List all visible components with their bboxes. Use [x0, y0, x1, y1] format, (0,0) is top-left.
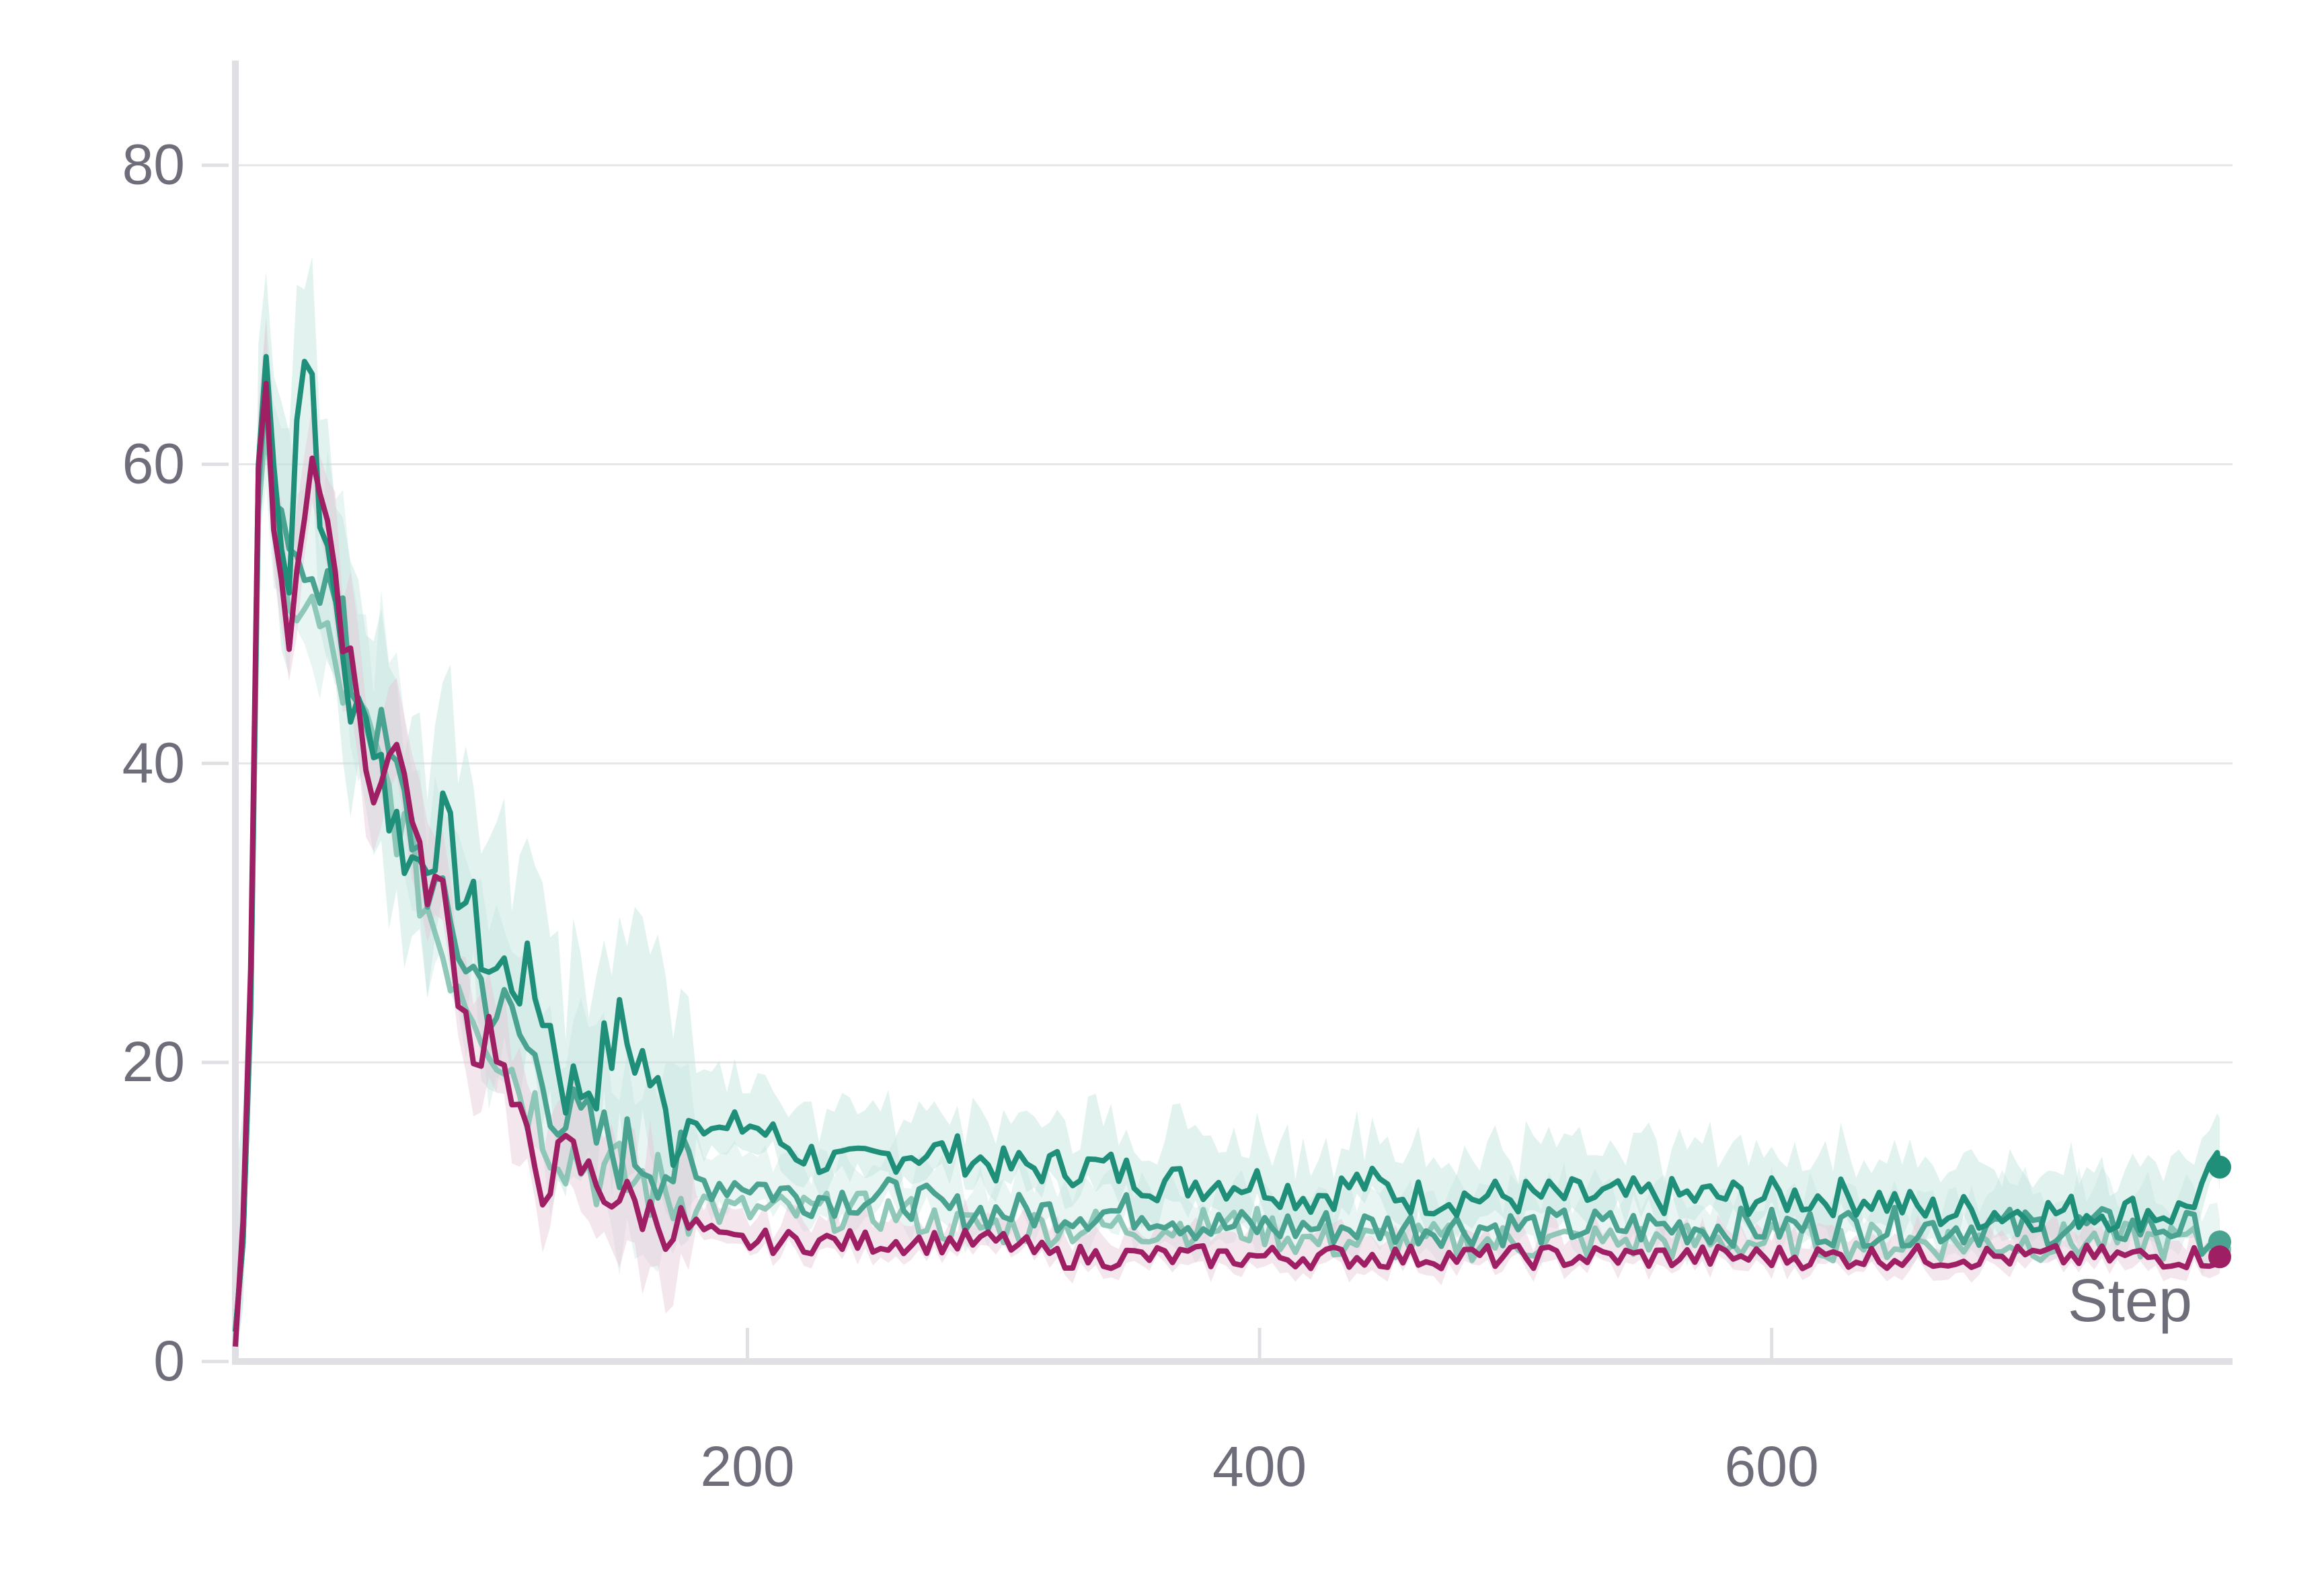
- tick-labels: 0 20 40 60 80 200 400 600: [122, 133, 1819, 1498]
- x-tick-label-200: 200: [700, 1435, 794, 1498]
- y-tick-label-0: 0: [153, 1329, 185, 1392]
- x-axis-title: Step: [2068, 1267, 2192, 1335]
- line-teal-light: [233, 420, 2222, 1332]
- y-tick-label-60: 60: [122, 432, 185, 496]
- x-tick-label-600: 600: [1725, 1435, 1819, 1498]
- y-tick-label-40: 40: [122, 731, 185, 794]
- y-tick-label-80: 80: [122, 133, 185, 196]
- variance-bands: [235, 256, 2220, 1362]
- line-teal-mid: [233, 383, 2222, 1332]
- end-marker-line-teal-dark: [2208, 1155, 2231, 1179]
- end-marker-line-magenta: [2208, 1245, 2231, 1269]
- line-magenta: [233, 381, 2222, 1347]
- band-teal-dark: [235, 256, 2220, 1362]
- band-teal-mid: [235, 315, 2220, 1362]
- line-teal-dark: [233, 354, 2222, 1332]
- axes: [202, 61, 2233, 1365]
- grid-lines: [235, 164, 2233, 1064]
- y-tick-label-20: 20: [122, 1030, 185, 1093]
- band-magenta: [235, 319, 2220, 1362]
- series-lines: [233, 354, 2231, 1347]
- x-tick-label-400: 400: [1212, 1435, 1307, 1498]
